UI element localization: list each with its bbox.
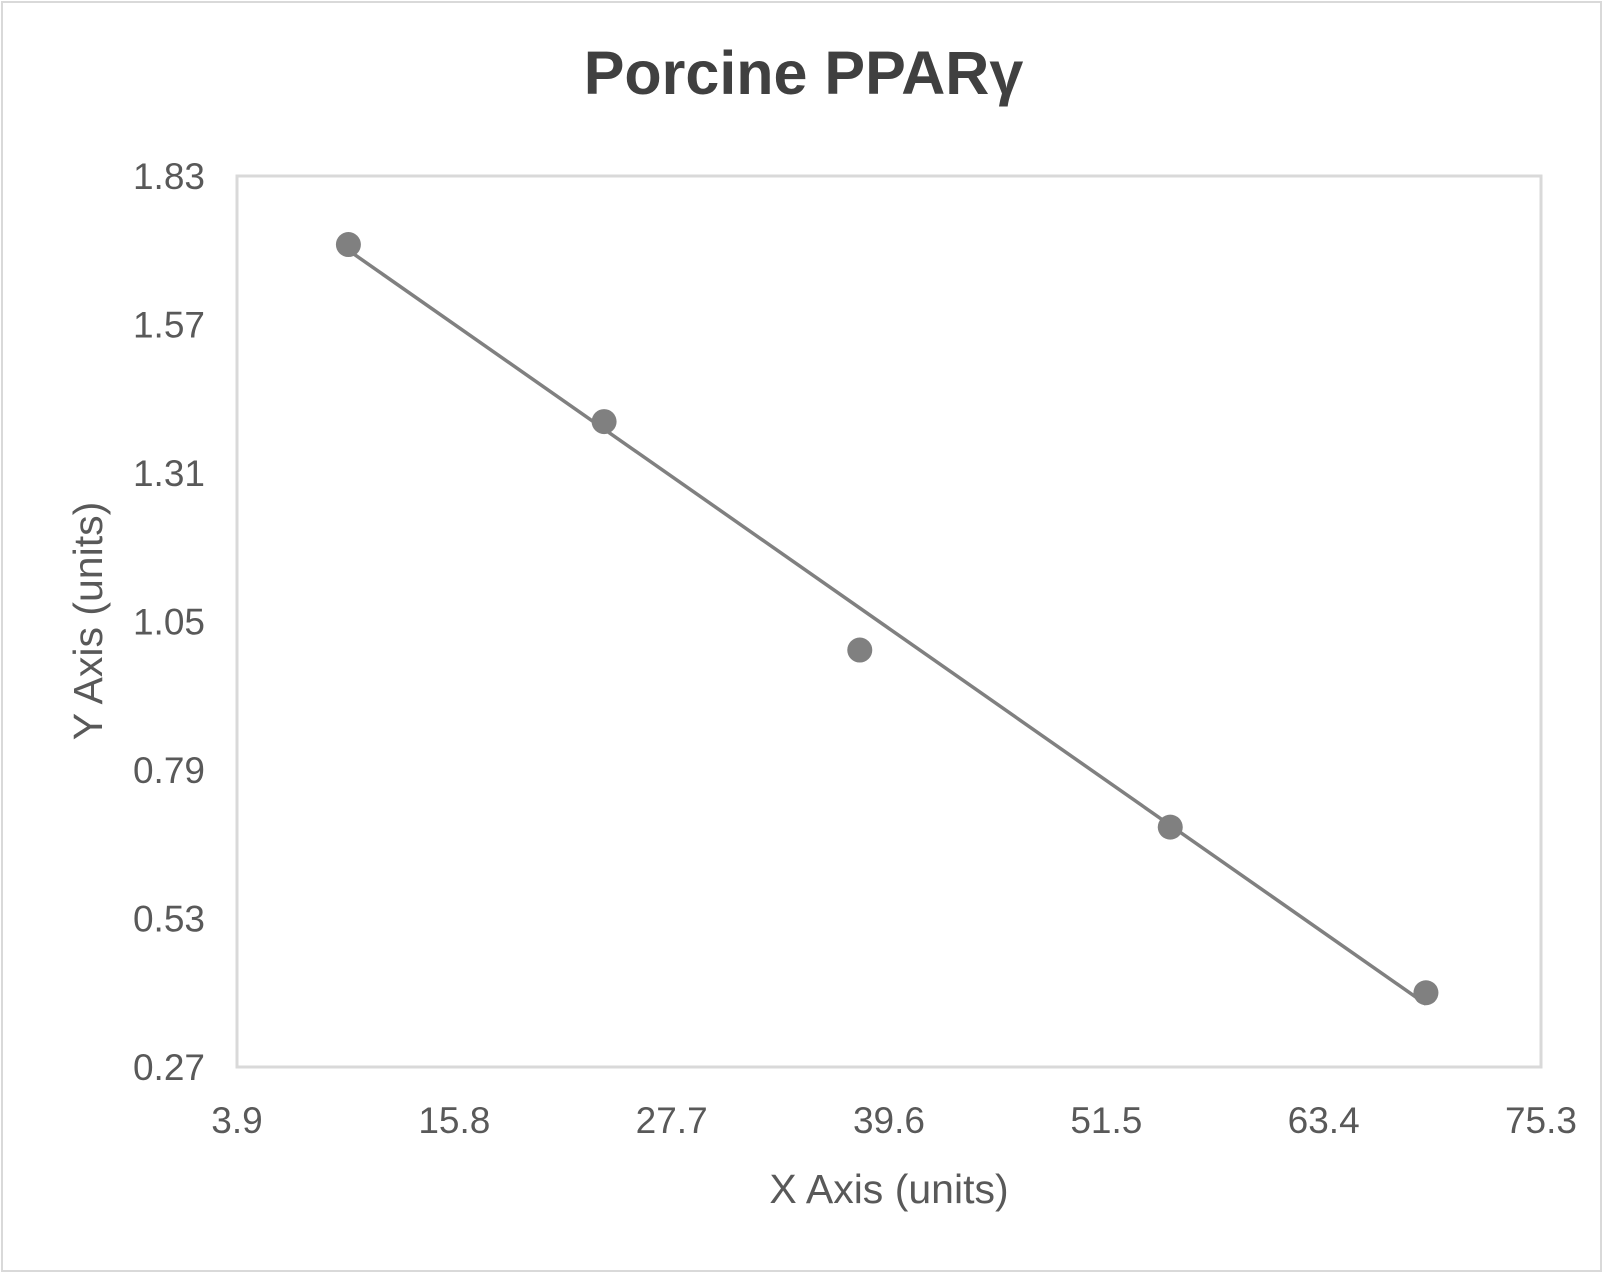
y-tick-label: 1.83	[133, 156, 205, 197]
data-point-marker	[335, 232, 361, 258]
x-axis-title: X Axis (units)	[769, 1166, 1008, 1212]
data-point-marker	[1413, 980, 1439, 1006]
y-tick-label: 0.79	[133, 750, 205, 791]
data-point-marker	[591, 409, 617, 435]
x-tick-label: 15.8	[418, 1100, 490, 1141]
x-axis-ticks: 3.9 15.8 27.7 39.6 51.5 63.4 75.3	[211, 1100, 1577, 1141]
x-tick-label: 39.6	[853, 1100, 925, 1141]
data-point-marker	[847, 637, 873, 663]
x-tick-label: 63.4	[1288, 1100, 1360, 1141]
y-axis-title: Y Axis (units)	[65, 502, 111, 741]
x-tick-label: 3.9	[211, 1100, 262, 1141]
y-tick-label: 1.31	[133, 453, 205, 494]
plot-area	[235, 174, 1543, 1069]
data-points	[335, 232, 1439, 1006]
trendline	[347, 248, 1427, 1006]
x-tick-label: 27.7	[636, 1100, 708, 1141]
x-tick-label: 51.5	[1070, 1100, 1142, 1141]
chart-title: Porcine PPARγ	[583, 39, 1024, 107]
y-tick-label: 0.27	[133, 1047, 205, 1088]
y-tick-label: 1.05	[133, 602, 205, 643]
data-point-marker	[1157, 814, 1183, 840]
x-tick-label: 75.3	[1505, 1100, 1577, 1141]
y-tick-label: 0.53	[133, 899, 205, 940]
y-tick-label: 1.57	[133, 305, 205, 346]
y-axis-ticks: 1.83 1.57 1.31 1.05 0.79 0.53 0.27	[133, 156, 205, 1088]
